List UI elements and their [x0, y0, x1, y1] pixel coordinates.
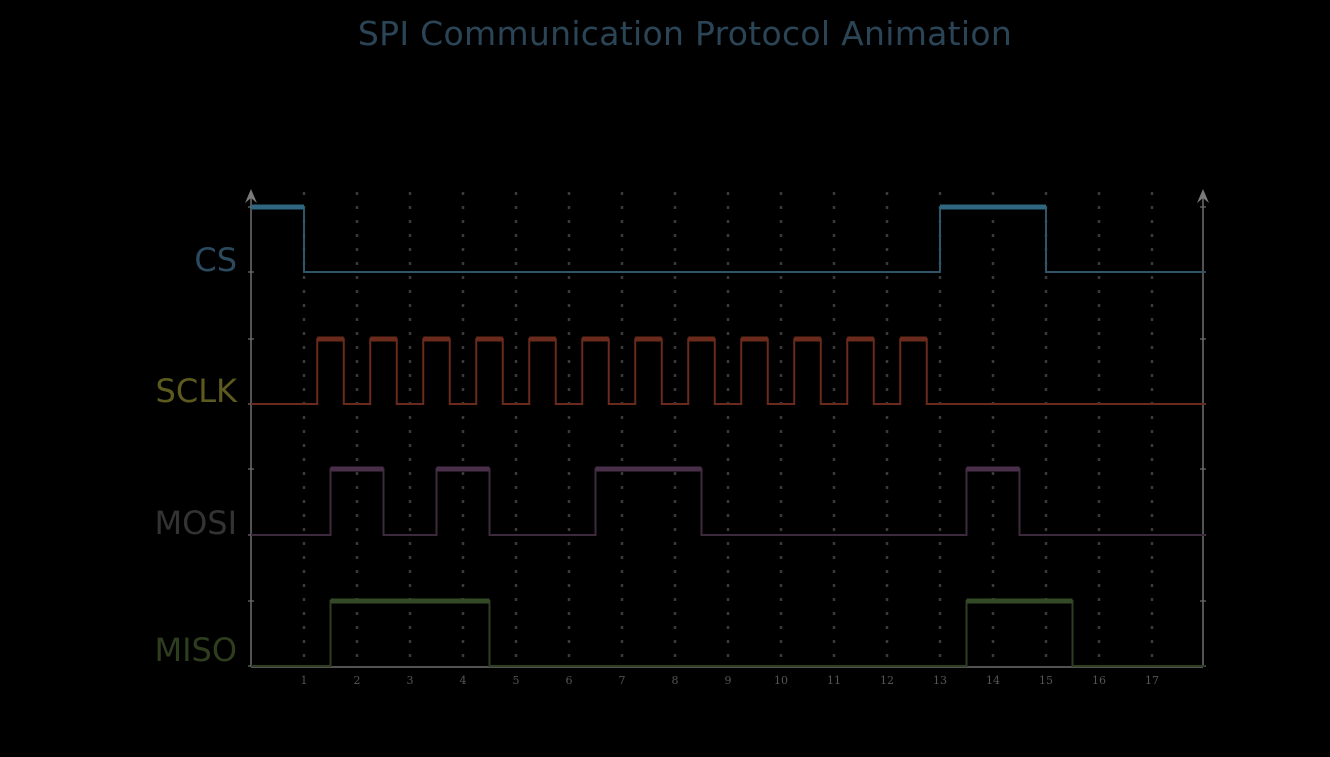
x-tick-label: 7	[619, 674, 626, 687]
signal-label-cs: CS	[194, 241, 237, 279]
arrow-up-right-icon	[1197, 189, 1209, 203]
waveforms	[251, 204, 1205, 667]
grid-lines	[302, 192, 1154, 667]
x-tick-label: 5	[513, 674, 520, 687]
diagram-title: SPI Communication Protocol Animation	[357, 14, 1013, 53]
x-tick-label: 6	[566, 674, 573, 687]
x-tick-label: 10	[774, 674, 788, 687]
axes	[245, 189, 1209, 668]
arrow-up-left-icon	[245, 189, 257, 203]
x-tick-label: 2	[354, 674, 361, 687]
waveform-sclk	[251, 338, 1205, 405]
x-tick-label: 17	[1145, 674, 1159, 687]
x-tick-label: 3	[407, 674, 414, 687]
x-tick-label: 14	[986, 674, 1000, 687]
x-tick-label: 13	[933, 674, 947, 687]
x-tick-label: 12	[880, 674, 894, 687]
x-tick-label: 1	[301, 674, 308, 687]
x-tick-label: 8	[672, 674, 679, 687]
waveform-miso	[251, 600, 1205, 667]
signal-label-mosi: MOSI	[154, 504, 237, 542]
x-tick-label: 4	[460, 674, 467, 687]
signal-label-miso: MISO	[154, 631, 237, 669]
x-tick-label: 11	[827, 674, 841, 687]
x-tick-label: 15	[1039, 674, 1053, 687]
signal-labels: CS SCLK MOSI MISO	[154, 241, 238, 669]
x-tick-label: 9	[725, 674, 732, 687]
x-tick-label: 16	[1092, 674, 1106, 687]
x-tick-labels: 1 2 3 4 5 6 7 8 9 10 11 12 13 14 15 16 17	[301, 674, 1160, 687]
signal-label-sclk: SCLK	[156, 372, 238, 410]
waveform-cs	[251, 206, 1205, 273]
